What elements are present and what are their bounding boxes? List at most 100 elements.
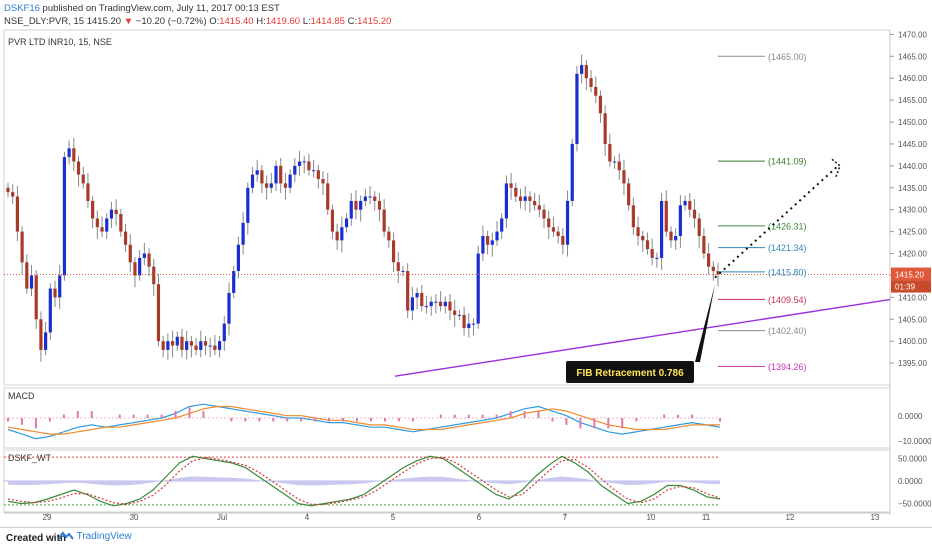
time-tick-label: 4 [305, 513, 310, 522]
candle-body [509, 183, 513, 188]
candle-body [659, 200, 664, 258]
candle-body [48, 288, 52, 333]
candle-body [250, 174, 255, 188]
candle-body [100, 227, 104, 232]
fib-level-label: (1402.40) [768, 326, 807, 336]
candle-body [678, 205, 682, 236]
candle-body [453, 310, 457, 315]
candle-body [203, 341, 208, 346]
candle-body [537, 205, 541, 210]
author-link[interactable]: DSKF16 [4, 3, 40, 14]
price-tick-label: 1420.00 [898, 250, 927, 259]
candle-body [269, 183, 273, 188]
annotation-box [566, 361, 694, 383]
high-value: 1419.60 [265, 16, 301, 27]
candle-body [523, 196, 527, 201]
candle-body [91, 200, 95, 219]
candle-body [561, 235, 565, 245]
candle-body [105, 218, 109, 232]
candle-body [424, 306, 429, 308]
candle-body [20, 231, 24, 263]
candle-body [363, 196, 367, 201]
candle-body [189, 341, 193, 346]
countdown-badge [891, 280, 931, 293]
candle-body [608, 143, 612, 162]
candle-body [711, 266, 715, 272]
candle-body [650, 249, 654, 258]
close-value: 1415.20 [357, 16, 392, 27]
candle-body [622, 170, 626, 184]
tradingview-logo-icon [58, 531, 74, 540]
candle-body [688, 200, 692, 210]
macd-tick-label: 0.0000 [898, 412, 923, 421]
tradingview-brand[interactable]: TradingView [58, 531, 132, 542]
low-label: L: [302, 16, 311, 27]
candle-body [683, 200, 687, 206]
candle-body [434, 301, 438, 303]
candle-body [584, 65, 588, 79]
open-value: 1415.40 [219, 16, 254, 27]
candle-body [213, 345, 217, 350]
candle-body [156, 284, 161, 342]
candle-body [152, 266, 156, 285]
candle-body [627, 183, 631, 206]
candle-body [114, 209, 118, 215]
candle-body [565, 200, 570, 245]
open-label: O: [209, 16, 220, 27]
candle-body [448, 301, 452, 311]
candle-body [344, 218, 349, 228]
candle-body [706, 253, 711, 267]
price-tick-label: 1430.00 [898, 206, 927, 215]
candle-body [29, 275, 34, 289]
candle-body [297, 161, 302, 166]
candle-body [95, 218, 99, 228]
candle-body [260, 170, 264, 184]
annotation-pointer [640, 284, 715, 362]
change-arrow: ▼ [123, 16, 134, 27]
fib-level-label: (1426.31) [768, 221, 807, 231]
candle-body [81, 174, 85, 184]
candle-body [283, 183, 288, 188]
footer: Created with TradingView [0, 527, 932, 551]
candle-body [147, 253, 151, 267]
candle-body [603, 113, 607, 144]
low-value: 1414.85 [310, 16, 345, 27]
candle-body [692, 209, 697, 219]
price-tick-label: 1410.00 [898, 293, 927, 302]
candle-body [542, 209, 546, 219]
candle-body [180, 336, 184, 350]
time-tick-label: 30 [130, 513, 139, 522]
candle-body [471, 323, 476, 325]
fib-level-label: (1421.34) [768, 243, 807, 253]
time-tick-label: 5 [391, 513, 396, 522]
candle-body [377, 200, 382, 210]
candle-body [438, 301, 443, 307]
price-tick-label: 1400.00 [898, 337, 927, 346]
candle-body [368, 196, 372, 198]
candle-body [631, 205, 635, 228]
candle-body [401, 271, 405, 273]
time-tick-label: 13 [871, 513, 880, 522]
candle-body [335, 231, 339, 241]
candle-body [236, 244, 240, 272]
trend-line [394, 298, 891, 377]
pane-frame [3, 29, 891, 386]
price-tick-label: 1450.00 [898, 118, 927, 127]
candle-body [194, 345, 198, 350]
price-tick-label: 1460.00 [898, 74, 927, 83]
annotation-text: FIB Retracement 0.786 [576, 368, 684, 379]
price-tick-label: 1465.00 [898, 52, 927, 61]
candle-body [387, 231, 391, 241]
candle-body [349, 200, 353, 219]
price-tick-label: 1405.00 [898, 315, 927, 324]
price-tick-label: 1445.00 [898, 140, 927, 149]
wt-tick-label: 50.0000 [898, 455, 927, 464]
price-tick-label: 1455.00 [898, 96, 927, 105]
candle-body [109, 209, 114, 219]
candle-body [664, 200, 668, 232]
symbol-line: NSE_DLY:PVR, 15 1415.20 [4, 16, 122, 27]
candle-body [462, 314, 466, 329]
close-label: C: [347, 16, 358, 27]
candle-body [391, 240, 396, 263]
